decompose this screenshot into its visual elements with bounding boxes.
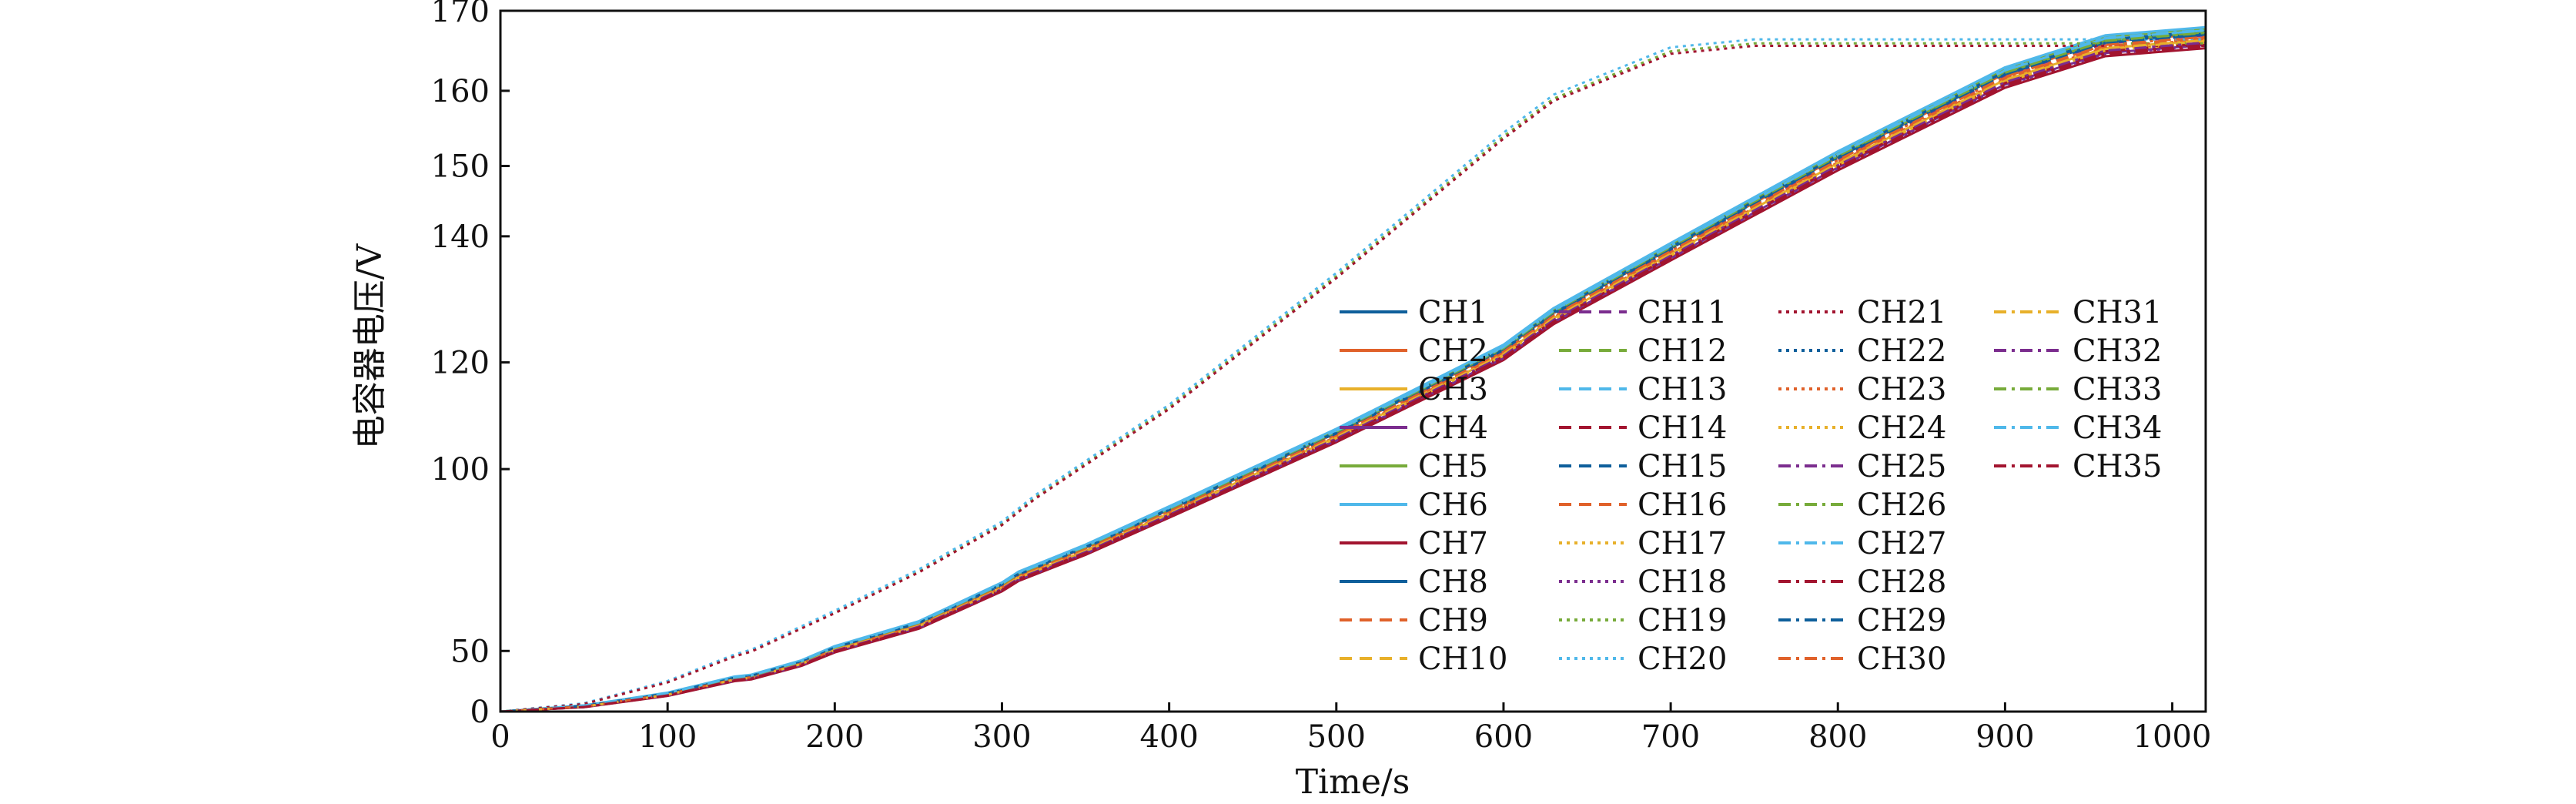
series-line-ch10 — [500, 40, 2206, 713]
legend-label: CH1 — [1418, 295, 1488, 330]
y-tick-label: 50 — [450, 634, 490, 669]
series-line-ch21 — [500, 45, 2206, 713]
series-line-ch8 — [500, 31, 2206, 713]
series-line-ch19 — [500, 42, 2206, 713]
legend-label: CH4 — [1418, 410, 1488, 446]
series-line-ch35 — [500, 43, 2206, 713]
series-line-ch13 — [500, 29, 2206, 713]
series-layer — [500, 25, 2206, 713]
legend-label: CH5 — [1418, 449, 1488, 484]
legend-label: CH22 — [1857, 333, 1946, 369]
legend-label: CH2 — [1418, 333, 1488, 369]
series-line-ch18 — [500, 45, 2206, 713]
legend-label: CH12 — [1638, 333, 1727, 369]
y-axis-label: 电容器电压/V — [350, 243, 390, 449]
x-tick-label: 400 — [1139, 719, 1198, 755]
legend-label: CH18 — [1638, 564, 1727, 600]
x-tick-label: 0 — [490, 719, 510, 755]
series-line-ch11 — [500, 34, 2206, 713]
y-tick-label: 160 — [431, 74, 490, 109]
series-line-ch3 — [500, 39, 2206, 713]
x-tick-label: 800 — [1808, 719, 1867, 755]
series-line-ch34 — [500, 29, 2206, 713]
x-tick-label: 1000 — [2133, 719, 2212, 755]
legend-label: CH20 — [1638, 642, 1727, 677]
series-line-ch30 — [500, 35, 2206, 713]
x-tick-label: 700 — [1641, 719, 1700, 755]
legend-label: CH19 — [1638, 603, 1727, 638]
series-line-ch17 — [500, 41, 2206, 713]
series-line-ch9 — [500, 36, 2206, 713]
legend-label: CH13 — [1638, 372, 1727, 407]
plot-frame — [499, 9, 2207, 713]
legend-label: CH3 — [1418, 372, 1488, 407]
y-tick-label: 150 — [431, 149, 490, 185]
series-line-ch26 — [500, 32, 2206, 713]
legend-label: CH6 — [1418, 487, 1488, 523]
y-tick-label: 0 — [470, 695, 490, 730]
legend-label: CH14 — [1638, 410, 1727, 446]
legend-label: CH7 — [1418, 526, 1488, 561]
series-line-ch28 — [500, 45, 2206, 713]
legend: CH1CH2CH3CH4CH5CH6CH7CH8CH9CH10CH11CH12C… — [1340, 295, 2162, 677]
legend-label: CH11 — [1638, 295, 1727, 330]
legend-label: CH34 — [2073, 410, 2162, 446]
series-line-ch6 — [500, 25, 2206, 713]
legend-label: CH21 — [1857, 295, 1946, 330]
series-line-ch20 — [500, 38, 2206, 713]
series-line-ch32 — [500, 41, 2206, 713]
legend-label: CH23 — [1857, 372, 1946, 407]
series-line-ch27 — [500, 28, 2206, 713]
y-axis: 0 50 100 120 140 150 160 170 — [431, 0, 510, 730]
x-tick-label: 200 — [805, 719, 864, 755]
legend-label: CH33 — [2073, 372, 2162, 407]
legend-label: CH26 — [1857, 487, 1946, 523]
series-line-ch15 — [500, 33, 2206, 713]
legend-label: CH9 — [1418, 603, 1488, 638]
y-tick-label: 140 — [431, 219, 490, 255]
series-line-ch25 — [500, 42, 2206, 713]
legend-label: CH16 — [1638, 487, 1727, 523]
x-axis-label: Time/s — [1296, 762, 1410, 802]
legend-label: CH32 — [2073, 333, 2162, 369]
y-tick-label: 100 — [431, 452, 490, 487]
series-line-ch2 — [500, 32, 2206, 713]
series-line-ch5 — [500, 27, 2206, 713]
legend-label: CH27 — [1857, 526, 1946, 561]
x-tick-label: 900 — [1975, 719, 2034, 755]
legend-label: CH31 — [2073, 295, 2162, 330]
y-tick-label: 120 — [431, 346, 490, 381]
series-line-ch29 — [500, 34, 2206, 713]
series-line-ch12 — [500, 32, 2206, 713]
series-line-ch33 — [500, 31, 2206, 713]
x-tick-label: 100 — [638, 719, 697, 755]
x-tick-label: 300 — [972, 719, 1031, 755]
legend-label: CH30 — [1857, 642, 1946, 677]
legend-label: CH17 — [1638, 526, 1727, 561]
series-line-ch16 — [500, 37, 2206, 713]
x-tick-label: 500 — [1307, 719, 1366, 755]
series-line-ch7 — [500, 47, 2206, 713]
series-line-ch23 — [500, 38, 2206, 713]
legend-label: CH15 — [1638, 449, 1727, 484]
legend-label: CH24 — [1857, 410, 1946, 446]
series-line-ch24 — [500, 39, 2206, 713]
legend-label: CH10 — [1418, 642, 1507, 677]
series-line-ch14 — [500, 42, 2206, 713]
series-line-ch22 — [500, 32, 2206, 713]
legend-label: CH25 — [1857, 449, 1946, 484]
series-line-ch1 — [500, 30, 2206, 713]
series-line-ch31 — [500, 39, 2206, 713]
legend-label: CH8 — [1418, 564, 1488, 600]
legend-label: CH28 — [1857, 564, 1946, 600]
x-axis: 0 100 200 300 400 500 600 700 800 900 1000 — [490, 702, 2211, 755]
x-tick-label: 600 — [1474, 719, 1533, 755]
y-tick-label: 170 — [431, 0, 490, 29]
legend-label: CH29 — [1857, 603, 1946, 638]
series-line-ch4 — [500, 43, 2206, 713]
legend-label: CH35 — [2073, 449, 2162, 484]
